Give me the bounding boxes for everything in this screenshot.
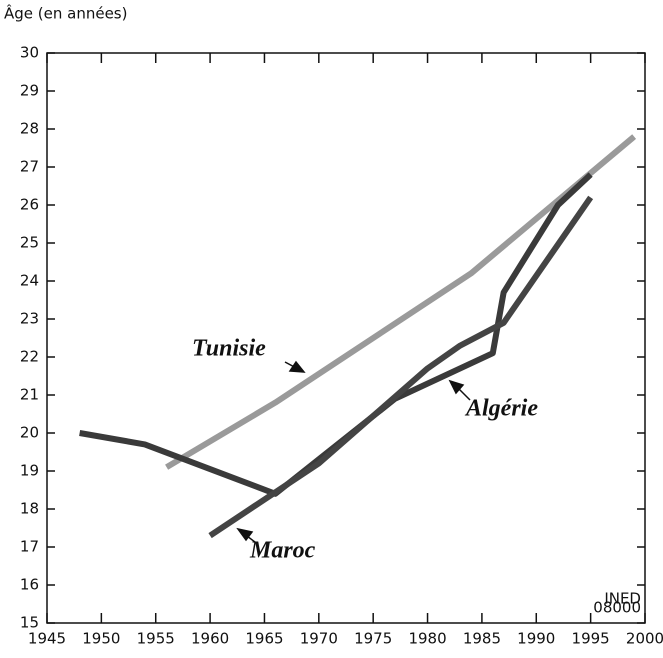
y-tick-label: 28 <box>20 120 39 138</box>
series-label: Tunisie <box>192 336 266 362</box>
y-tick-label: 17 <box>20 538 39 556</box>
series-label: Maroc <box>249 538 316 564</box>
series-line <box>208 195 594 539</box>
y-tick-label: 30 <box>20 44 39 62</box>
series-line <box>79 172 593 497</box>
arrows <box>236 360 471 543</box>
x-tick-label: 1955 <box>137 630 175 648</box>
series-line <box>165 134 637 470</box>
x-tick-label: 1965 <box>245 630 283 648</box>
x-tick-label: 1950 <box>82 630 120 648</box>
x-tick-label: 1985 <box>463 630 501 648</box>
y-tick-label: 25 <box>20 234 39 252</box>
x-tick-label: 1990 <box>517 630 555 648</box>
source-note: 08000 <box>593 599 641 617</box>
y-tick-label: 16 <box>20 576 39 594</box>
x-tick-label: 1970 <box>300 630 338 648</box>
y-tick-label: 21 <box>20 386 39 404</box>
plot-frame <box>46 52 646 624</box>
x-tick-label: 1980 <box>408 630 446 648</box>
y-tick-label: 18 <box>20 500 39 518</box>
x-tick-label: 2000 <box>626 630 663 648</box>
x-tick-label: 1995 <box>572 630 610 648</box>
x-tick-label: 1945 <box>28 630 66 648</box>
y-tick-label: 27 <box>20 158 39 176</box>
source-note: INED <box>604 590 641 608</box>
y-tick-label: 29 <box>20 82 39 100</box>
y-tick-label: 15 <box>20 614 39 632</box>
y-tick-label: 24 <box>20 272 39 290</box>
series-label: Algérie <box>464 396 538 422</box>
y-tick-label: 20 <box>20 424 39 442</box>
x-tick-label: 1975 <box>354 630 392 648</box>
y-axis-label: Âge (en années) <box>4 4 127 23</box>
y-tick-label: 22 <box>20 348 39 366</box>
y-tick-label: 23 <box>20 310 39 328</box>
y-tick-label: 19 <box>20 462 39 480</box>
x-tick-label: 1960 <box>191 630 229 648</box>
y-tick-label: 26 <box>20 196 39 214</box>
